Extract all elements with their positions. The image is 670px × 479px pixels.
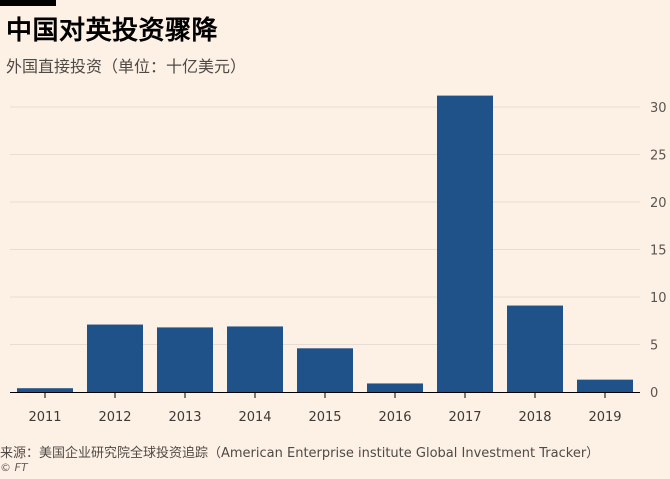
y-tick-label: 25 [650,149,667,164]
y-tick-label: 30 [650,101,667,116]
bar-2019 [577,379,633,392]
top-accent-bar [0,0,56,6]
x-tick-label: 2017 [448,410,481,425]
y-tick-label: 5 [650,339,658,354]
ft-credit: © FT [0,461,28,474]
bar-2017 [437,95,493,392]
x-tick-label: 2018 [518,410,551,425]
x-tick-label: 2016 [378,410,411,425]
chart-title: 中国对英投资骤降 [6,16,219,46]
bar-2014 [227,326,283,392]
bar-chart: 0 5 10 15 20 25 30 2011 2012 2013 2014 2015 2016 2017… [10,95,667,425]
source-note: 来源：美国企业研究院全球投资追踪（American Enterprise ins… [0,446,600,461]
y-tick-label: 20 [650,196,667,211]
bar-2013 [157,327,213,392]
chart-subtitle: 外国直接投资（单位：十亿美元） [6,57,247,76]
y-tick-label: 15 [650,244,667,259]
x-tick-label: 2013 [168,410,201,425]
x-tick-label: 2015 [308,410,341,425]
bar-2012 [87,324,143,392]
bar-2016 [367,383,423,392]
bar-2011 [17,388,73,392]
x-tick-label: 2019 [588,410,621,425]
y-tick-label: 10 [650,291,667,306]
x-tick-label: 2011 [28,410,61,425]
bar-2015 [297,348,353,392]
x-tick-label: 2012 [98,410,131,425]
bar-2018 [507,305,563,392]
x-tick-label: 2014 [238,410,271,425]
y-tick-label: 0 [650,386,658,401]
